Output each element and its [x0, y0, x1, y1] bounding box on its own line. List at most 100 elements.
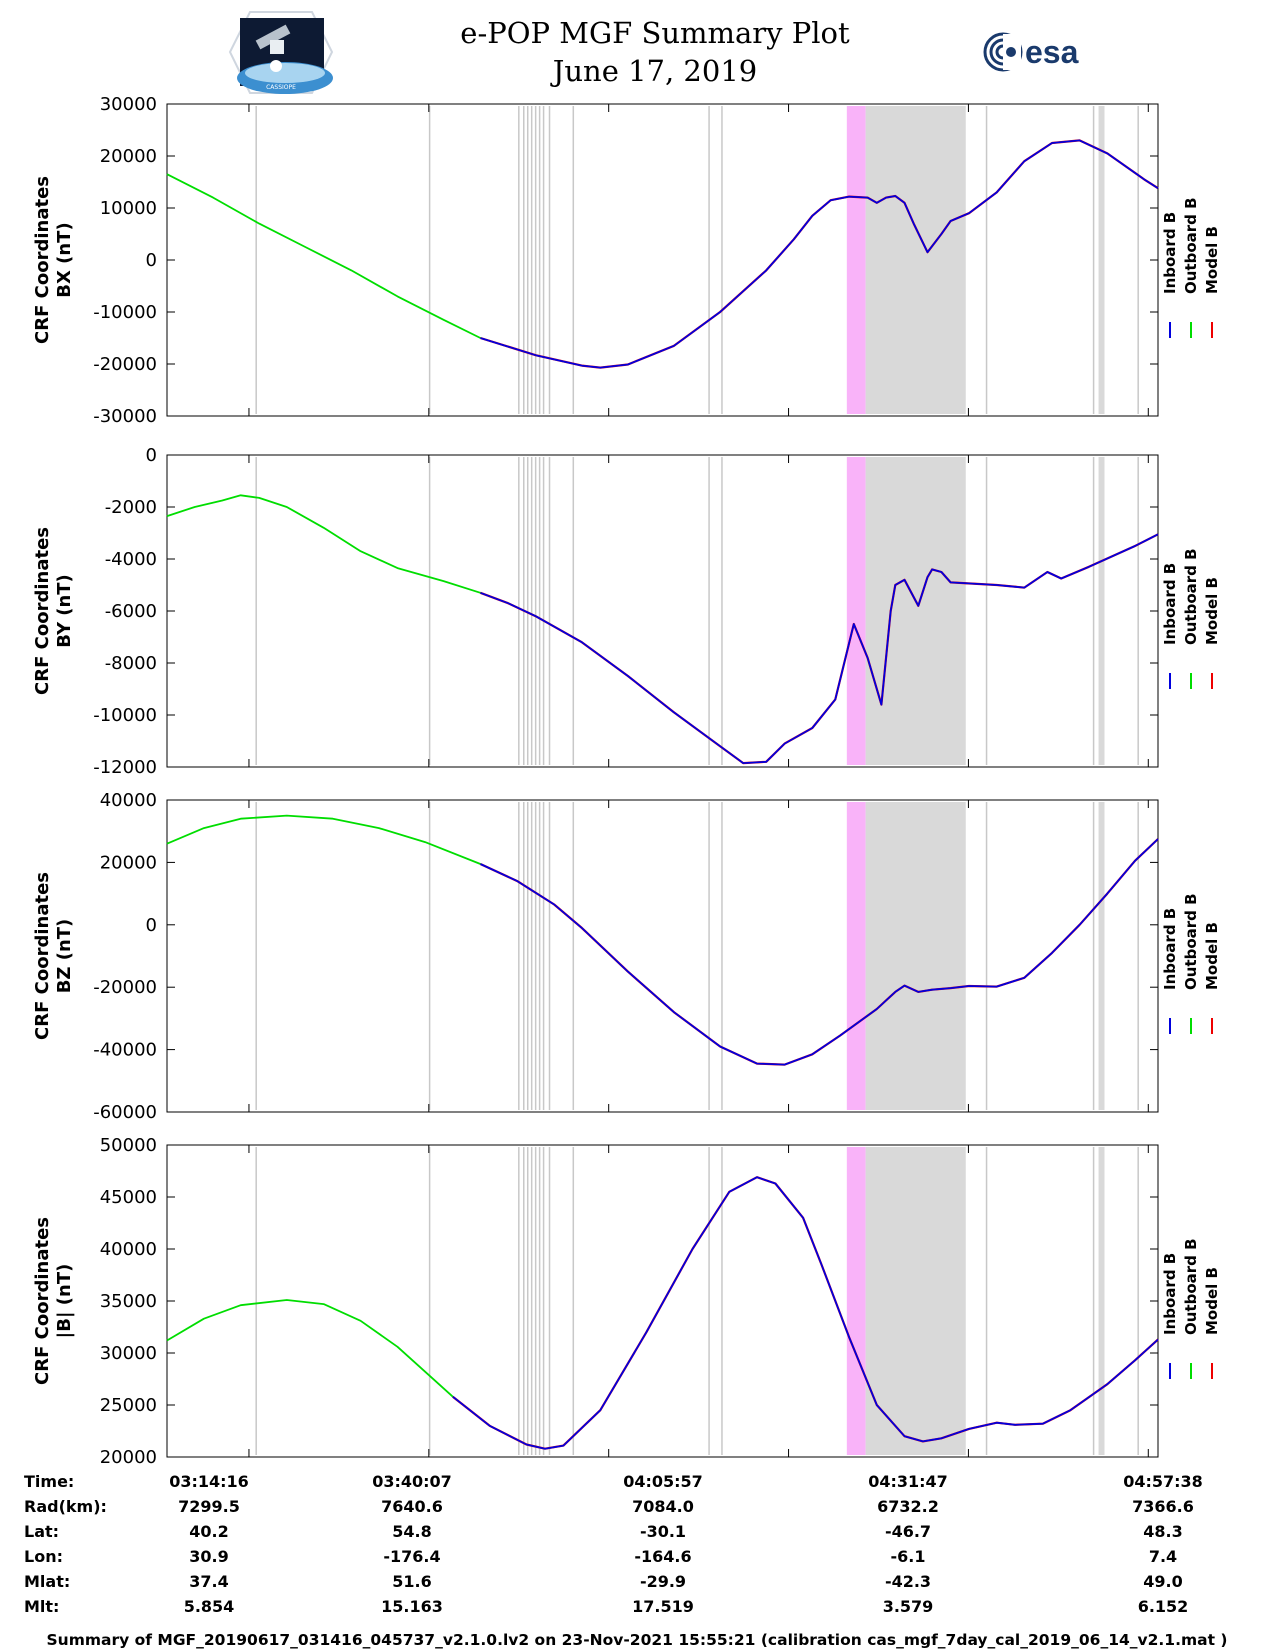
highlight-band-pink	[846, 802, 866, 1110]
y-axis-unit-label: |B| (nT)	[54, 1264, 75, 1339]
highlight-band-pink	[846, 1147, 866, 1455]
y-axis-label: CRF Coordinates	[32, 1217, 53, 1385]
legend-label: Outboard B	[1182, 893, 1200, 990]
info-row-label: Mlt:	[24, 1597, 59, 1616]
panel-btotal: 50000 45000 40000 35000 30000 25000 20000 CRF C…	[32, 1135, 1221, 1468]
info-cell: 7.4	[1149, 1547, 1177, 1566]
info-cell: -30.1	[640, 1522, 686, 1541]
info-cell: -42.3	[885, 1572, 931, 1591]
panel-bx: 30000 20000 10000 0 -10000 -20000 -30000 CRF Co…	[32, 94, 1221, 427]
y-tick-label: -8000	[105, 653, 157, 674]
highlight-band-gray-narrow	[1098, 457, 1105, 765]
y-tick-label: 40000	[100, 790, 157, 811]
outboard-b-line	[166, 494, 481, 594]
left-logo-label: CASSIOPE	[266, 84, 296, 91]
highlight-band-gray	[865, 802, 966, 1110]
info-cell: 54.8	[392, 1522, 431, 1541]
highlight-band-gray	[865, 1147, 966, 1455]
info-cell: 40.2	[189, 1522, 228, 1541]
info-row-label: Time:	[24, 1472, 74, 1491]
info-cell: 7366.6	[1132, 1497, 1194, 1516]
info-cell: 49.0	[1143, 1572, 1182, 1591]
y-tick-label: -6000	[105, 601, 157, 622]
legend-label: Outboard B	[1182, 548, 1200, 645]
plot-title: e-POP MGF Summary Plot	[460, 16, 850, 50]
legend-label: Model B	[1203, 577, 1221, 645]
y-tick-label: 0	[146, 250, 157, 271]
y-tick-label: 20000	[100, 852, 157, 873]
footer-summary: Summary of MGF_20190617_031416_045737_v2…	[47, 1631, 1228, 1649]
y-axis-unit-label: BY (nT)	[54, 574, 75, 648]
highlight-band-gray	[865, 106, 966, 414]
model-b-line	[479, 838, 1159, 1066]
info-cell: 37.4	[189, 1572, 228, 1591]
y-tick-label: 0	[146, 915, 157, 936]
outboard-b-line	[166, 173, 481, 339]
info-cell: 7299.5	[178, 1497, 240, 1516]
info-cell: -164.6	[634, 1547, 691, 1566]
info-cell: 6732.2	[877, 1497, 939, 1516]
legend-label: Model B	[1203, 226, 1221, 294]
outboard-b-line	[166, 814, 481, 865]
y-tick-label: -20000	[93, 977, 157, 998]
info-cell: 3.579	[883, 1597, 934, 1616]
y-axis-label: CRF Coordinates	[32, 176, 53, 344]
info-cell: -6.1	[891, 1547, 926, 1566]
y-tick-label: 10000	[100, 198, 157, 219]
esa-logo: esa	[983, 32, 1079, 72]
highlight-band-pink	[846, 106, 866, 414]
model-b-line	[480, 139, 1159, 369]
info-cell: -176.4	[383, 1547, 440, 1566]
y-tick-label: 30000	[100, 1343, 157, 1364]
info-row-label: Lon:	[24, 1547, 63, 1566]
axes-box	[166, 799, 1159, 1113]
info-cell: 04:57:38	[1123, 1472, 1203, 1491]
panel-by: 0 -2000 -4000 -6000 -8000 -10000 -12000 CRF Coo…	[32, 445, 1221, 778]
y-tick-label: -10000	[93, 302, 157, 323]
axes-box	[166, 103, 1159, 417]
legend-label: Inboard B	[1161, 563, 1179, 645]
y-axis-unit-label: BX (nT)	[54, 222, 75, 297]
y-tick-label: 40000	[100, 1239, 157, 1260]
inboard-b-line	[452, 1176, 1159, 1450]
y-tick-label: 50000	[100, 1135, 157, 1156]
info-cell: 04:05:57	[623, 1472, 703, 1491]
inboard-b-line	[480, 838, 1159, 1066]
model-b-line	[452, 1176, 1159, 1450]
y-axis-label: CRF Coordinates	[32, 527, 53, 695]
info-cell: 48.3	[1143, 1522, 1182, 1541]
y-tick-label: -4000	[105, 549, 157, 570]
y-tick-label: 0	[146, 445, 157, 466]
inboard-b-line	[480, 533, 1159, 764]
legend-label: Inboard B	[1161, 1253, 1179, 1335]
info-row-label: Mlat:	[24, 1572, 70, 1591]
y-tick-label: 45000	[100, 1187, 157, 1208]
info-cell: -29.9	[640, 1572, 686, 1591]
plot-date: June 17, 2019	[550, 54, 758, 88]
panel-bz: 40000 20000 0 -20000 -40000 -60000 CRF Coordin…	[32, 790, 1221, 1123]
info-row-label: Rad(km):	[24, 1497, 107, 1516]
legend-label: Outboard B	[1182, 1238, 1200, 1335]
y-tick-label: 35000	[100, 1291, 157, 1312]
model-b-line	[480, 533, 1159, 765]
info-cell: 7640.6	[381, 1497, 443, 1516]
info-cell: 30.9	[189, 1547, 228, 1566]
info-cell: -46.7	[885, 1522, 931, 1541]
y-tick-label: -2000	[105, 497, 157, 518]
highlight-band-gray-narrow	[1098, 106, 1105, 414]
y-tick-label: 20000	[100, 146, 157, 167]
y-tick-label: -12000	[93, 757, 157, 778]
info-cell: 51.6	[392, 1572, 431, 1591]
legend-label: Inboard B	[1161, 212, 1179, 294]
y-tick-label: 30000	[100, 94, 157, 115]
legend-label: Model B	[1203, 1267, 1221, 1335]
info-cell: 03:40:07	[372, 1472, 452, 1491]
info-cell: 7084.0	[632, 1497, 694, 1516]
highlight-band-gray-narrow	[1098, 802, 1105, 1110]
legend-label: Model B	[1203, 922, 1221, 990]
highlight-band-pink	[846, 457, 866, 765]
y-axis-label: CRF Coordinates	[32, 872, 53, 1040]
info-cell: 03:14:16	[169, 1472, 249, 1491]
